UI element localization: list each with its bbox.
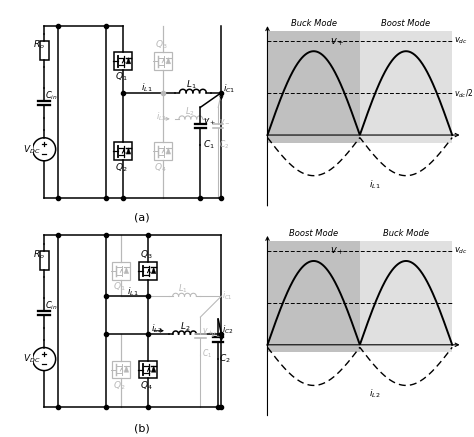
Polygon shape xyxy=(126,148,131,154)
Text: (b): (b) xyxy=(134,424,150,434)
Text: $i_{C1}$: $i_{C1}$ xyxy=(223,83,236,95)
Text: $L_1$: $L_1$ xyxy=(178,282,188,295)
Text: Buck Mode: Buck Mode xyxy=(383,229,429,238)
Bar xyxy=(112,361,129,378)
Text: $i_{L2}$: $i_{L2}$ xyxy=(156,111,167,123)
Bar xyxy=(112,262,129,280)
Text: $C_1$: $C_1$ xyxy=(202,348,213,361)
Text: $i_{C2}$: $i_{C2}$ xyxy=(222,324,234,336)
Text: $Q_2$: $Q_2$ xyxy=(113,379,125,392)
Text: $C_{in}$: $C_{in}$ xyxy=(45,90,58,102)
Text: $v_{dc}/2$: $v_{dc}/2$ xyxy=(454,87,473,100)
Bar xyxy=(139,262,157,280)
Text: $i_{C1}$: $i_{C1}$ xyxy=(222,289,233,302)
Text: $v_+$: $v_+$ xyxy=(202,327,214,337)
Text: $Q_4$: $Q_4$ xyxy=(155,161,167,173)
Polygon shape xyxy=(124,366,129,372)
Text: $i_{L1}$: $i_{L1}$ xyxy=(127,285,138,298)
Polygon shape xyxy=(124,267,129,274)
Text: $v_+$: $v_+$ xyxy=(330,246,344,257)
Bar xyxy=(267,241,360,352)
Bar xyxy=(114,52,132,70)
Text: $Q_3$: $Q_3$ xyxy=(155,39,167,52)
Text: $R_o$: $R_o$ xyxy=(33,38,45,51)
Bar xyxy=(154,52,172,70)
Text: $Q_2$: $Q_2$ xyxy=(115,161,127,173)
Text: $V_{DC}$: $V_{DC}$ xyxy=(23,353,41,365)
Text: $C_{in}$: $C_{in}$ xyxy=(45,300,58,312)
Text: $v_{dc}$: $v_{dc}$ xyxy=(454,246,467,256)
Bar xyxy=(267,31,360,142)
Bar xyxy=(114,142,132,160)
Text: $L_2$: $L_2$ xyxy=(185,106,194,118)
Text: $V_{DC}$: $V_{DC}$ xyxy=(23,143,41,156)
Polygon shape xyxy=(126,58,131,64)
Text: $Q_1$: $Q_1$ xyxy=(115,71,128,83)
Text: (a): (a) xyxy=(135,213,150,223)
Text: $C_1$: $C_1$ xyxy=(203,138,215,151)
Bar xyxy=(360,31,452,142)
Text: $v_+$: $v_+$ xyxy=(203,116,216,127)
Polygon shape xyxy=(166,58,171,64)
Text: $C_2$: $C_2$ xyxy=(219,138,229,151)
Text: $v_{dc}$: $v_{dc}$ xyxy=(454,36,467,46)
Bar xyxy=(139,361,157,378)
Polygon shape xyxy=(166,148,171,154)
Bar xyxy=(154,142,172,160)
Text: $i_{L2}$: $i_{L2}$ xyxy=(151,323,163,335)
Polygon shape xyxy=(151,366,156,372)
Bar xyxy=(40,42,48,60)
Text: $L_2$: $L_2$ xyxy=(180,320,191,333)
Text: $v_-$: $v_-$ xyxy=(219,116,231,125)
Text: $L_1$: $L_1$ xyxy=(186,78,196,91)
Text: $v_-$: $v_-$ xyxy=(210,329,221,338)
Text: $C_2$: $C_2$ xyxy=(219,352,231,364)
Text: Boost Mode: Boost Mode xyxy=(382,19,430,28)
Text: $v_+$: $v_+$ xyxy=(330,36,344,48)
Text: $Q_4$: $Q_4$ xyxy=(140,379,153,392)
Text: $i_{L2}$: $i_{L2}$ xyxy=(369,388,381,400)
Polygon shape xyxy=(151,267,156,274)
Text: $Q_1$: $Q_1$ xyxy=(113,281,125,293)
Text: $i_{L1}$: $i_{L1}$ xyxy=(141,82,152,94)
Text: $Q_3$: $Q_3$ xyxy=(140,249,153,261)
Text: Boost Mode: Boost Mode xyxy=(289,229,338,238)
Text: Buck Mode: Buck Mode xyxy=(291,19,337,28)
Bar xyxy=(40,251,48,270)
Bar xyxy=(360,241,452,352)
Text: $R_o$: $R_o$ xyxy=(33,248,45,261)
Text: $i_{L1}$: $i_{L1}$ xyxy=(369,178,381,191)
